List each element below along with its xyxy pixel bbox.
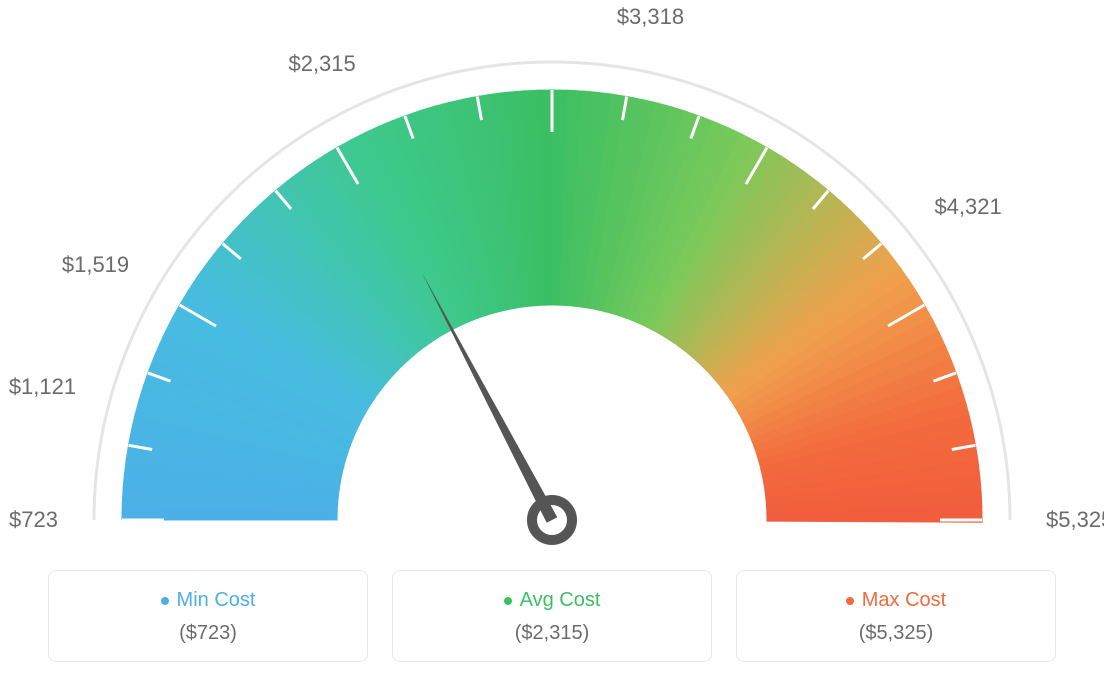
legend-row: Min Cost ($723) Avg Cost ($2,315) Max Co…	[48, 570, 1056, 662]
legend-card-avg: Avg Cost ($2,315)	[392, 570, 712, 662]
legend-dot-min	[161, 597, 169, 605]
legend-card-min: Min Cost ($723)	[48, 570, 368, 662]
legend-text-max: Max Cost	[862, 589, 946, 612]
legend-label-max: Max Cost	[846, 589, 946, 612]
scale-label: $5,325	[1046, 507, 1104, 533]
legend-text-min: Min Cost	[177, 589, 256, 612]
legend-text-avg: Avg Cost	[520, 589, 601, 612]
legend-value-min: ($723)	[59, 622, 357, 645]
scale-label: $1,519	[62, 252, 129, 278]
scale-label: $723	[9, 507, 58, 533]
legend-dot-avg	[504, 597, 512, 605]
scale-label: $4,321	[934, 194, 1001, 220]
legend-label-min: Min Cost	[161, 589, 256, 612]
legend-card-max: Max Cost ($5,325)	[736, 570, 1056, 662]
scale-label: $1,121	[9, 374, 76, 400]
scale-label: $3,318	[617, 4, 684, 30]
scale-label: $2,315	[288, 51, 355, 77]
chart-container: $723 $1,121 $1,519 $2,315 $3,318 $4,321 $5,325…	[0, 0, 1104, 690]
legend-value-max: ($5,325)	[747, 622, 1045, 645]
legend-label-avg: Avg Cost	[504, 589, 601, 612]
gauge-svg	[0, 0, 1104, 560]
legend-dot-max	[846, 597, 854, 605]
legend-value-avg: ($2,315)	[403, 622, 701, 645]
gauge-chart: $723 $1,121 $1,519 $2,315 $3,318 $4,321 $5,325	[0, 0, 1104, 560]
